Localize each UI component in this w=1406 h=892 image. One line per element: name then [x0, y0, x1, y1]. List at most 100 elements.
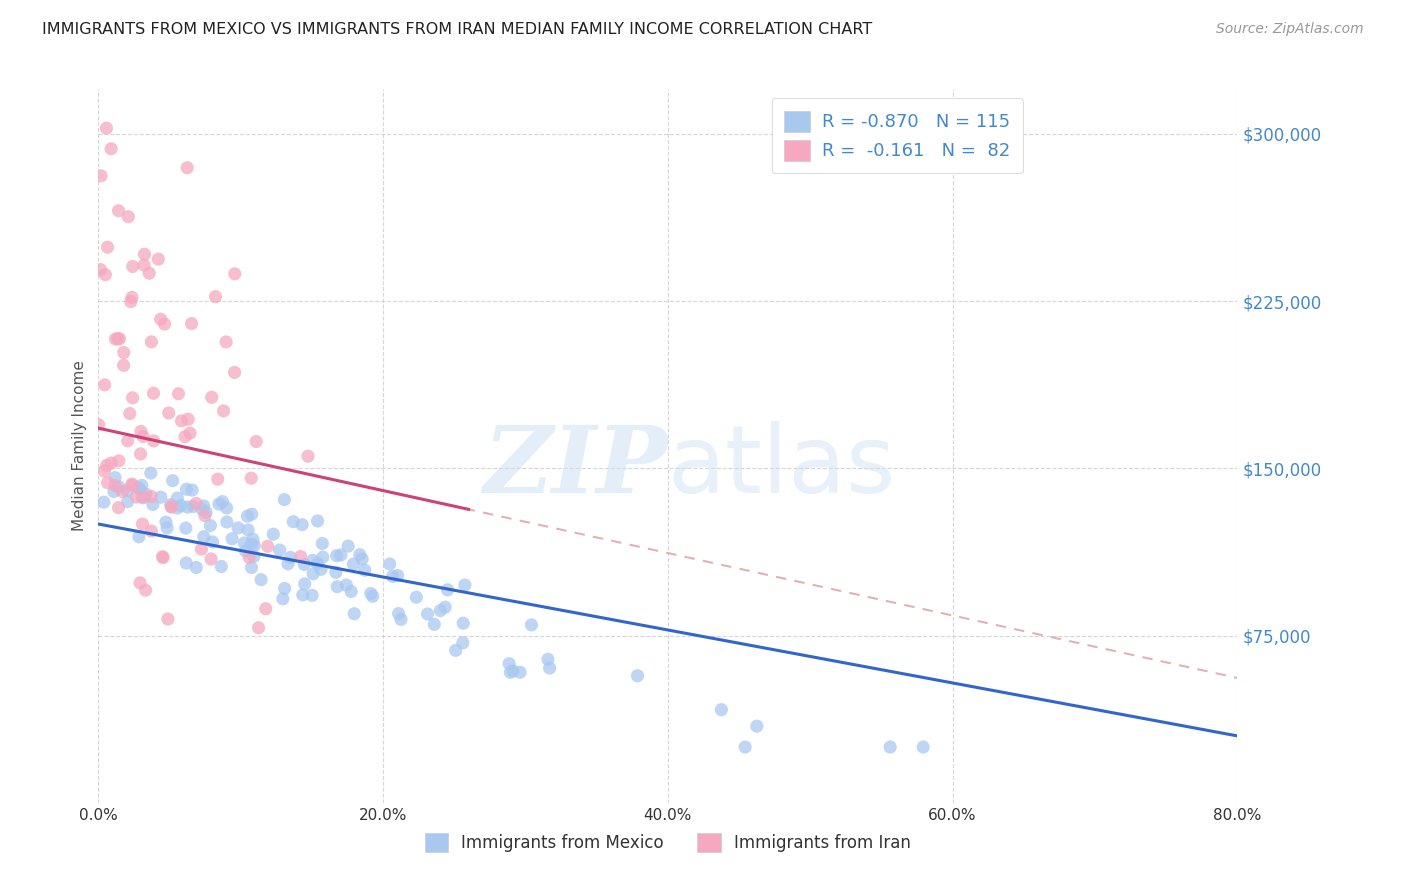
Point: [142, 386, 165, 401]
Point: [215, 334, 238, 349]
Point: [201, 390, 224, 404]
Point: [166, 491, 188, 505]
Point: [200, 552, 222, 566]
Point: [108, 480, 131, 494]
Point: [207, 472, 229, 486]
Point: [129, 425, 152, 439]
Point: [112, 359, 135, 373]
Point: [117, 494, 139, 508]
Point: [100, 142, 122, 156]
Point: [90, 169, 112, 183]
Point: [745, 719, 768, 733]
Point: [94, 268, 117, 282]
Point: [152, 549, 174, 564]
Point: [118, 407, 141, 421]
Point: [429, 604, 451, 618]
Point: [291, 588, 314, 602]
Point: [309, 562, 332, 576]
Point: [96, 240, 118, 254]
Point: [96, 121, 118, 136]
Point: [212, 404, 235, 418]
Point: [186, 560, 208, 574]
Point: [378, 557, 401, 571]
Point: [194, 508, 217, 523]
Point: [326, 580, 349, 594]
Point: [208, 497, 231, 511]
Point: [134, 247, 156, 261]
Point: [734, 740, 756, 755]
Point: [148, 252, 170, 266]
Point: [307, 514, 329, 528]
Point: [297, 449, 319, 463]
Point: [176, 556, 198, 570]
Point: [451, 636, 474, 650]
Point: [294, 577, 316, 591]
Point: [131, 516, 153, 531]
Point: [181, 500, 204, 514]
Point: [226, 521, 249, 535]
Point: [176, 500, 198, 515]
Point: [416, 607, 439, 621]
Point: [301, 553, 323, 567]
Point: [121, 478, 143, 492]
Point: [129, 482, 152, 496]
Point: [166, 501, 188, 516]
Point: [240, 507, 263, 521]
Point: [352, 552, 374, 566]
Point: [269, 543, 291, 558]
Point: [128, 530, 150, 544]
Point: [301, 588, 323, 602]
Point: [193, 530, 215, 544]
Point: [107, 332, 129, 346]
Text: IMMIGRANTS FROM MEXICO VS IMMIGRANTS FROM IRAN MEDIAN FAMILY INCOME CORRELATION : IMMIGRANTS FROM MEXICO VS IMMIGRANTS FRO…: [42, 22, 873, 37]
Point: [235, 544, 257, 558]
Point: [436, 582, 458, 597]
Point: [277, 557, 299, 571]
Point: [129, 575, 152, 590]
Point: [312, 550, 335, 565]
Point: [156, 521, 179, 535]
Point: [108, 332, 131, 346]
Point: [138, 266, 160, 280]
Point: [111, 484, 134, 499]
Point: [454, 578, 477, 592]
Point: [626, 669, 648, 683]
Point: [181, 483, 204, 497]
Point: [381, 569, 404, 583]
Point: [155, 515, 177, 529]
Point: [160, 500, 183, 514]
Point: [132, 429, 155, 443]
Point: [211, 494, 233, 508]
Point: [121, 260, 143, 274]
Point: [349, 548, 371, 562]
Point: [96, 458, 118, 473]
Point: [444, 643, 467, 657]
Point: [128, 481, 150, 495]
Point: [224, 267, 246, 281]
Point: [236, 523, 259, 537]
Point: [149, 312, 172, 326]
Point: [273, 582, 295, 596]
Point: [240, 560, 263, 574]
Point: [405, 591, 427, 605]
Point: [89, 262, 111, 277]
Point: [87, 417, 110, 432]
Point: [498, 657, 520, 671]
Point: [291, 517, 314, 532]
Point: [103, 484, 125, 499]
Point: [195, 505, 218, 519]
Point: [233, 536, 256, 550]
Point: [451, 616, 474, 631]
Point: [209, 559, 232, 574]
Point: [236, 509, 259, 524]
Point: [177, 412, 200, 426]
Point: [125, 490, 148, 504]
Point: [537, 652, 560, 666]
Point: [254, 601, 277, 615]
Point: [141, 524, 163, 538]
Point: [337, 539, 360, 553]
Point: [343, 607, 366, 621]
Text: atlas: atlas: [668, 421, 896, 514]
Point: [340, 584, 363, 599]
Point: [240, 537, 263, 551]
